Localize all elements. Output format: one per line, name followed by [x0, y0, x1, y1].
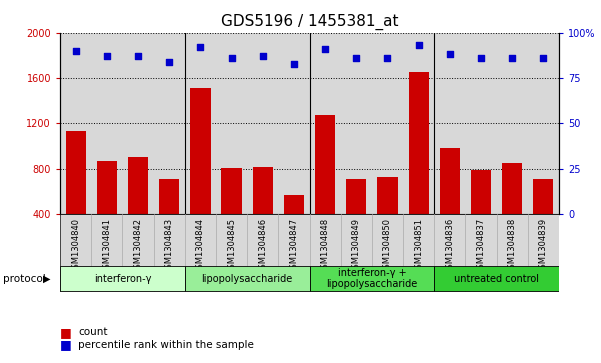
FancyBboxPatch shape — [60, 266, 185, 291]
Point — [195, 44, 205, 50]
Bar — [66, 131, 86, 260]
Text: GSM1304850: GSM1304850 — [383, 218, 392, 274]
Text: interferon-γ: interferon-γ — [94, 274, 151, 284]
FancyBboxPatch shape — [185, 266, 310, 291]
Bar — [252, 167, 273, 260]
Text: GSM1304849: GSM1304849 — [352, 218, 361, 274]
Point — [445, 52, 454, 57]
Bar — [128, 158, 148, 260]
Point — [414, 42, 424, 48]
Text: GSM1304846: GSM1304846 — [258, 218, 267, 274]
FancyBboxPatch shape — [434, 266, 559, 291]
Point — [383, 55, 392, 61]
Point — [71, 48, 81, 54]
Point — [289, 61, 299, 66]
Point — [165, 59, 174, 65]
Bar — [221, 168, 242, 260]
Text: GSM1304842: GSM1304842 — [133, 218, 142, 274]
Point — [258, 53, 267, 59]
Text: ▶: ▶ — [43, 274, 50, 284]
Bar — [502, 163, 522, 260]
Bar — [191, 88, 210, 260]
Text: ■: ■ — [60, 326, 72, 339]
Point — [507, 55, 517, 61]
Text: percentile rank within the sample: percentile rank within the sample — [78, 340, 254, 350]
Text: GSM1304839: GSM1304839 — [539, 218, 548, 274]
Text: protocol: protocol — [3, 274, 46, 284]
Bar — [97, 161, 117, 260]
Bar — [315, 115, 335, 260]
Text: count: count — [78, 327, 108, 337]
Bar — [440, 148, 460, 260]
Text: GSM1304848: GSM1304848 — [320, 218, 329, 274]
Bar — [471, 170, 491, 260]
Point — [476, 55, 486, 61]
Point — [352, 55, 361, 61]
Bar — [159, 179, 179, 260]
Text: GSM1304837: GSM1304837 — [477, 218, 486, 274]
Text: ■: ■ — [60, 338, 72, 351]
Text: untreated control: untreated control — [454, 274, 539, 284]
FancyBboxPatch shape — [310, 266, 434, 291]
Bar — [346, 179, 367, 260]
Point — [320, 46, 330, 52]
Bar — [60, 214, 559, 292]
Bar — [533, 179, 554, 260]
Text: GSM1304838: GSM1304838 — [508, 218, 517, 274]
Text: GSM1304836: GSM1304836 — [445, 218, 454, 274]
Text: GSM1304847: GSM1304847 — [290, 218, 299, 274]
Text: interferon-γ +
lipopolysaccharide: interferon-γ + lipopolysaccharide — [326, 268, 418, 289]
Title: GDS5196 / 1455381_at: GDS5196 / 1455381_at — [221, 14, 398, 30]
Text: GSM1304845: GSM1304845 — [227, 218, 236, 274]
Text: GSM1304843: GSM1304843 — [165, 218, 174, 274]
Text: GSM1304840: GSM1304840 — [71, 218, 80, 274]
Point — [133, 53, 143, 59]
Bar — [377, 177, 398, 260]
Text: GSM1304841: GSM1304841 — [102, 218, 111, 274]
Point — [538, 55, 548, 61]
Text: lipopolysaccharide: lipopolysaccharide — [201, 274, 293, 284]
Point — [102, 53, 112, 59]
Bar — [284, 195, 304, 260]
Text: GSM1304844: GSM1304844 — [196, 218, 205, 274]
Bar — [409, 72, 429, 260]
Text: GSM1304851: GSM1304851 — [414, 218, 423, 274]
Point — [227, 55, 236, 61]
